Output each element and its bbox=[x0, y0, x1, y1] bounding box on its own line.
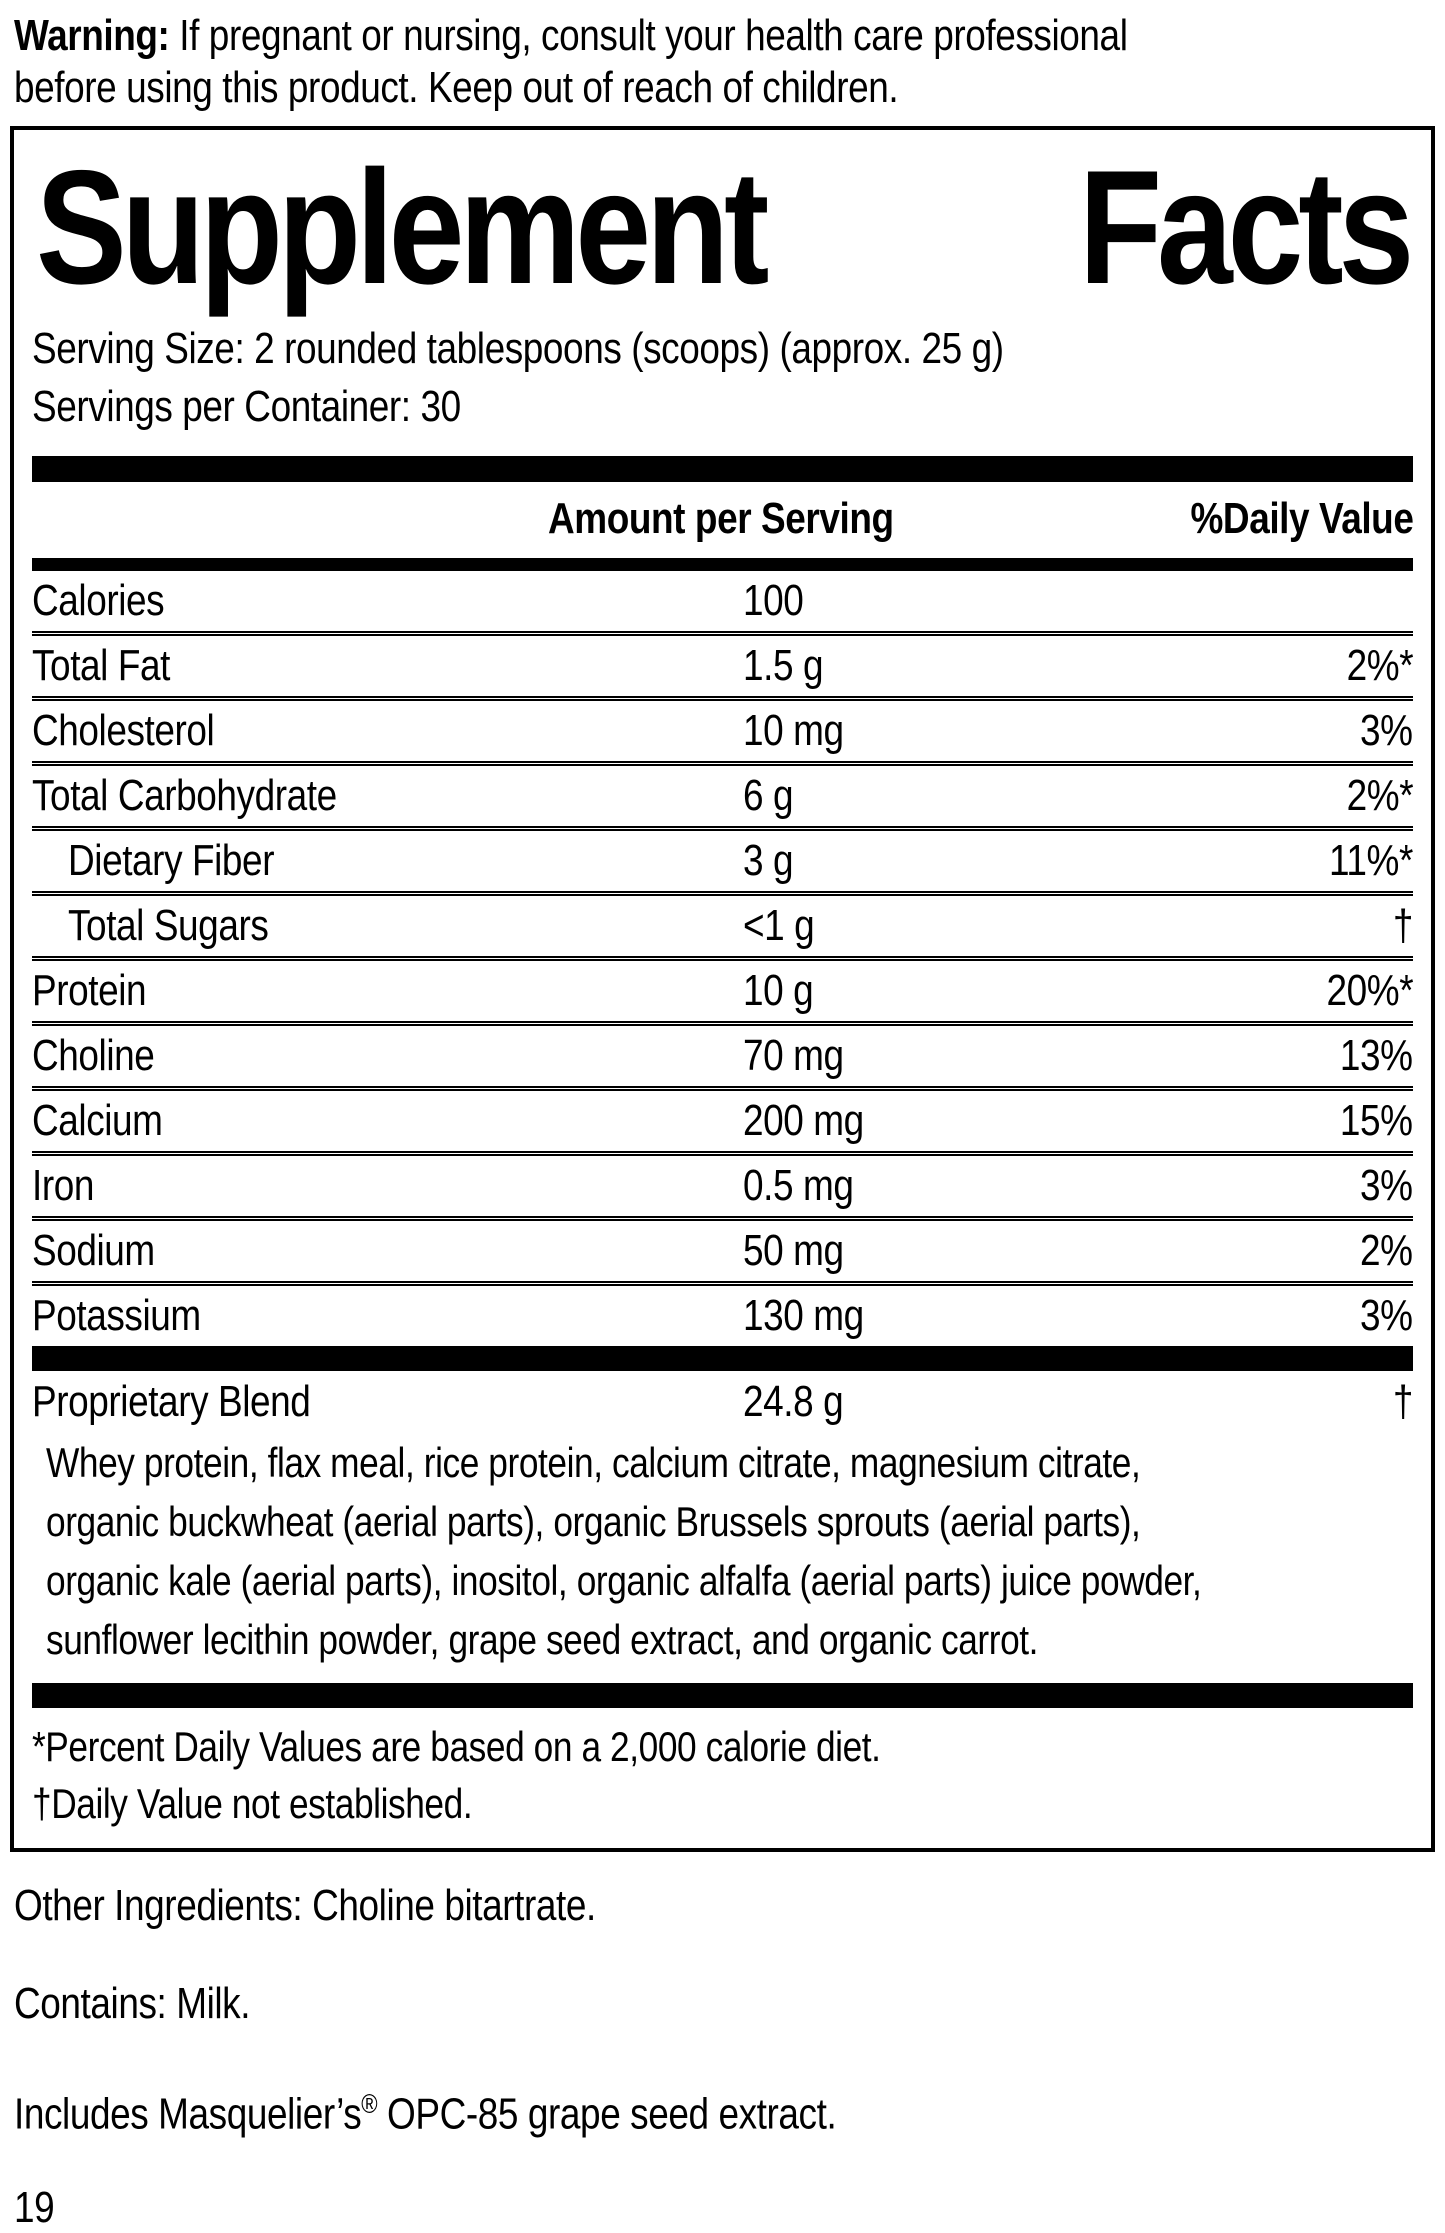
contains-allergens: Contains: Milk. bbox=[14, 1979, 251, 2028]
row-dv: 13% bbox=[1340, 1031, 1413, 1080]
row-amount: 3 g bbox=[743, 836, 794, 885]
page-number: 19 bbox=[14, 2182, 55, 2232]
table-row-total-carbohydrate: Total Carbohydrate 6 g 2%* bbox=[32, 761, 1413, 826]
blend-line-3: organic kale (aerial parts), inositol, o… bbox=[46, 1557, 1202, 1604]
divider-bar-blend bbox=[32, 1346, 1413, 1371]
row-amount: 10 g bbox=[743, 966, 814, 1015]
table-row-protein: Protein 10 g 20%* bbox=[32, 956, 1413, 1021]
row-dv: † bbox=[1392, 901, 1414, 950]
warning-line-2: before using this product. Keep out of r… bbox=[14, 63, 899, 112]
table-row-total-sugars: Total Sugars <1 g † bbox=[32, 891, 1413, 956]
includes-note: Includes Masquelier’s® OPC-85 grape seed… bbox=[14, 2076, 837, 2143]
row-dv: 2% bbox=[1360, 1226, 1413, 1275]
row-dv: 3% bbox=[1360, 1291, 1413, 1340]
column-daily-value: %Daily Value bbox=[1189, 494, 1413, 543]
row-amount: 200 mg bbox=[743, 1096, 864, 1145]
below-panel-text: Other Ingredients: Choline bitartrate. C… bbox=[0, 1878, 1445, 2233]
warning-line-1: If pregnant or nursing, consult your hea… bbox=[179, 11, 1128, 60]
row-amount: 130 mg bbox=[743, 1291, 864, 1340]
row-label: Potassium bbox=[32, 1291, 201, 1340]
other-ingredients: Other Ingredients: Choline bitartrate. bbox=[14, 1881, 596, 1930]
table-row-calcium: Calcium 200 mg 15% bbox=[32, 1086, 1413, 1151]
title-supplement: Supplement bbox=[36, 137, 769, 318]
row-label: Dietary Fiber bbox=[68, 836, 275, 885]
table-row-sodium: Sodium 50 mg 2% bbox=[32, 1216, 1413, 1281]
includes-note-pre: Includes Masquelier’s bbox=[14, 2089, 362, 2139]
servings-per-container: Servings per Container: 30 bbox=[32, 382, 461, 431]
proprietary-blend-ingredients: Whey protein, flax meal, rice protein, c… bbox=[32, 1433, 1413, 1669]
row-label: Total Carbohydrate bbox=[32, 771, 337, 820]
serving-size: Serving Size: 2 rounded tablespoons (sco… bbox=[32, 324, 1004, 373]
divider-bar-header bbox=[32, 558, 1413, 571]
row-amount: 10 mg bbox=[743, 706, 844, 755]
row-dv: 3% bbox=[1360, 1161, 1413, 1210]
divider-bar-top bbox=[32, 456, 1413, 482]
nutrient-table: Calories 100 Total Fat 1.5 g 2%* Cholest… bbox=[32, 571, 1413, 1346]
row-amount: 50 mg bbox=[743, 1226, 844, 1275]
blend-label: Proprietary Blend bbox=[32, 1377, 311, 1426]
blend-line-2: organic buckwheat (aerial parts), organi… bbox=[46, 1498, 1141, 1545]
row-dv: 2%* bbox=[1346, 641, 1413, 690]
row-amount: 1.5 g bbox=[743, 641, 824, 690]
row-dv: 20%* bbox=[1326, 966, 1413, 1015]
table-row-dietary-fiber: Dietary Fiber 3 g 11%* bbox=[32, 826, 1413, 891]
row-label: Calories bbox=[32, 576, 165, 625]
warning-text: Warning: If pregnant or nursing, consult… bbox=[0, 0, 1445, 114]
supplement-facts-panel: Supplement Facts Serving Size: 2 rounded… bbox=[10, 126, 1435, 1852]
row-label: Total Sugars bbox=[68, 901, 269, 950]
footnotes: *Percent Daily Values are based on a 2,0… bbox=[32, 1718, 1413, 1832]
table-row-cholesterol: Cholesterol 10 mg 3% bbox=[32, 696, 1413, 761]
footnote-percent-dv: *Percent Daily Values are based on a 2,0… bbox=[32, 1723, 881, 1770]
table-row-choline: Choline 70 mg 13% bbox=[32, 1021, 1413, 1086]
row-amount: 0.5 mg bbox=[743, 1161, 854, 1210]
row-dv: 15% bbox=[1340, 1096, 1413, 1145]
row-dv: 11%* bbox=[1329, 836, 1413, 885]
title-facts: Facts bbox=[1078, 137, 1414, 318]
row-amount: 6 g bbox=[743, 771, 794, 820]
includes-note-post: OPC-85 grape seed extract. bbox=[377, 2089, 837, 2139]
proprietary-blend-row: Proprietary Blend 24.8 g † bbox=[32, 1371, 1413, 1433]
row-amount: 100 bbox=[743, 576, 804, 625]
row-amount: <1 g bbox=[743, 901, 815, 950]
row-label: Total Fat bbox=[32, 641, 170, 690]
row-dv: 3% bbox=[1360, 706, 1413, 755]
registered-trademark-symbol: ® bbox=[361, 2089, 378, 2119]
table-row-iron: Iron 0.5 mg 3% bbox=[32, 1151, 1413, 1216]
row-label: Calcium bbox=[32, 1096, 163, 1145]
row-amount: 70 mg bbox=[743, 1031, 844, 1080]
table-row-total-fat: Total Fat 1.5 g 2%* bbox=[32, 631, 1413, 696]
row-label: Iron bbox=[32, 1161, 95, 1210]
column-amount-per-serving: Amount per Serving bbox=[548, 494, 895, 543]
row-label: Sodium bbox=[32, 1226, 155, 1275]
row-label: Cholesterol bbox=[32, 706, 215, 755]
row-dv: 2%* bbox=[1346, 771, 1413, 820]
row-label: Choline bbox=[32, 1031, 155, 1080]
blend-line-1: Whey protein, flax meal, rice protein, c… bbox=[46, 1439, 1141, 1486]
serving-info: Serving Size: 2 rounded tablespoons (sco… bbox=[32, 320, 1413, 436]
panel-title: Supplement Facts bbox=[32, 137, 1414, 320]
footnote-dv-not-established: †Daily Value not established. bbox=[32, 1780, 473, 1827]
table-row-potassium: Potassium 130 mg 3% bbox=[32, 1281, 1413, 1346]
warning-label: Warning: bbox=[14, 11, 170, 60]
blend-line-4: sunflower lecithin powder, grape seed ex… bbox=[46, 1616, 1039, 1663]
table-header: Amount per Serving %Daily Value bbox=[32, 482, 1413, 558]
table-row-calories: Calories 100 bbox=[32, 571, 1413, 631]
row-label: Protein bbox=[32, 966, 147, 1015]
divider-bar-footnotes bbox=[32, 1683, 1413, 1708]
blend-dv: † bbox=[1392, 1377, 1414, 1426]
blend-amount: 24.8 g bbox=[743, 1377, 844, 1426]
